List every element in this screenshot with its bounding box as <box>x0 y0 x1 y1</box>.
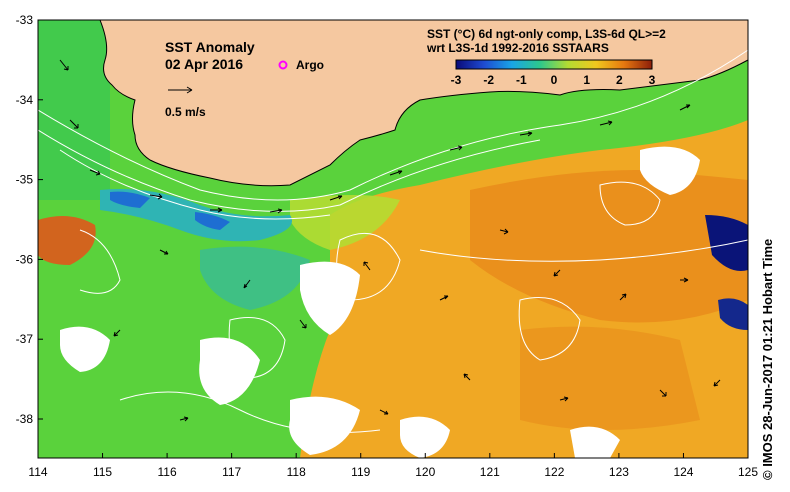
contour-eddy <box>599 181 661 226</box>
contour-line <box>59 149 331 220</box>
lat-tick-label: -38 <box>16 412 34 426</box>
argo-marker-icon <box>278 60 288 70</box>
current-arrow <box>519 131 533 137</box>
current-arrow <box>659 389 667 397</box>
lon-tick-label: 118 <box>287 465 306 479</box>
lon-tick-label: 116 <box>158 465 177 479</box>
credit-text: © IMOS 28-Jun-2017 01:21 Hobart Time <box>760 238 775 480</box>
scale-label: 0.5 m/s <box>165 105 206 119</box>
current-arrow <box>113 329 121 337</box>
no-data-gap <box>60 326 110 372</box>
map-date: 02 Apr 2016 <box>165 56 243 72</box>
colorbar-tick-label: 3 <box>649 73 656 87</box>
product-line-1: SST (°C) 6d ngt-only comp, L3S-6d QL>=2 <box>427 27 666 41</box>
no-data-gap <box>640 146 700 195</box>
latitude-axis: -33 -34 -35 -36 -37 -38 <box>16 13 43 426</box>
warm-core-east <box>470 170 748 323</box>
current-arrow <box>179 416 189 422</box>
contour-line <box>419 239 748 262</box>
map-title: SST Anomaly <box>165 39 255 55</box>
colorbar-tick-label: -3 <box>451 73 462 87</box>
no-data-gap <box>199 337 260 405</box>
current-arrow <box>329 195 343 201</box>
current-arrow <box>599 120 613 126</box>
lat-tick-label: -33 <box>16 13 34 27</box>
no-data-gap <box>400 416 450 458</box>
current-arrow <box>59 59 69 71</box>
lon-tick-label: 123 <box>609 465 629 479</box>
warm-core-south <box>520 326 700 430</box>
lon-tick-label: 115 <box>93 465 112 479</box>
lon-tick-label: 120 <box>415 465 435 479</box>
lat-tick-label: -34 <box>16 93 34 107</box>
current-arrow <box>149 193 163 200</box>
colorbar-tick-label: -1 <box>516 73 527 87</box>
current-arrow <box>389 170 403 176</box>
map-plot-area <box>38 20 748 458</box>
cold-spot-central <box>195 212 230 230</box>
cold-patch-east-2 <box>718 298 748 330</box>
plot-frame <box>37 19 749 459</box>
current-arrow <box>463 373 471 381</box>
current-arrow <box>449 145 463 151</box>
current-arrow <box>363 261 371 271</box>
current-arrow <box>379 409 389 415</box>
no-data-gap <box>300 261 360 335</box>
lat-tick-label: -37 <box>16 332 34 346</box>
colorbar-tick-label: -2 <box>483 73 494 87</box>
current-arrow <box>619 293 627 301</box>
lon-tick-label: 125 <box>738 465 758 479</box>
scale-arrow-icon <box>168 86 193 94</box>
lon-tick-label: 119 <box>351 465 370 479</box>
lat-tick-label: -36 <box>16 252 34 266</box>
lon-tick-label: 124 <box>673 465 693 479</box>
lat-tick-label: -35 <box>16 173 34 187</box>
current-arrow <box>299 319 307 329</box>
product-line-2: wrt L3S-1d 1992-2016 SSTAARS <box>426 41 609 55</box>
contour-line <box>79 229 121 294</box>
current-arrow <box>159 249 169 255</box>
argo-label: Argo <box>296 58 324 72</box>
current-arrow <box>269 208 283 214</box>
current-arrow <box>553 269 561 277</box>
contour-eddy <box>336 232 401 301</box>
lon-tick-label: 114 <box>28 465 47 479</box>
colorbar-tick-label: 0 <box>551 73 558 87</box>
colorbar-ticks: -3 -2 -1 0 1 2 3 <box>451 73 656 87</box>
contour-line <box>119 391 381 433</box>
current-arrow <box>679 104 691 111</box>
teal-eddy <box>200 246 310 310</box>
western-green-patch <box>38 20 110 200</box>
longitude-axis: 114 115 116 117 118 119 120 121 122 123 124 125 <box>28 453 758 479</box>
current-arrow <box>713 379 721 387</box>
lon-tick-label: 117 <box>222 465 241 479</box>
no-data-gap <box>570 426 620 458</box>
current-arrow <box>680 277 689 283</box>
current-arrow <box>243 279 251 289</box>
current-arrow <box>559 396 569 402</box>
no-data-gap <box>289 396 360 455</box>
contour-eddy <box>228 317 286 379</box>
colorbar-tick-label: 2 <box>616 73 623 87</box>
contour-line <box>38 49 748 201</box>
ssh-contours <box>38 49 748 433</box>
current-arrow <box>89 169 101 176</box>
current-arrow <box>210 207 223 213</box>
colorbar <box>455 59 653 70</box>
cold-patch-east <box>705 215 748 271</box>
warm-patch-west <box>38 216 96 265</box>
lon-tick-label: 121 <box>480 465 500 479</box>
contour-line <box>38 129 541 212</box>
current-arrow <box>69 119 79 129</box>
colorbar-tick-label: 1 <box>583 73 590 87</box>
contour-eddy <box>518 297 581 361</box>
lon-tick-label: 122 <box>544 465 564 479</box>
cold-spot-west <box>110 191 150 208</box>
current-arrow <box>499 228 509 235</box>
current-vectors <box>59 59 721 422</box>
current-arrow <box>439 295 449 301</box>
